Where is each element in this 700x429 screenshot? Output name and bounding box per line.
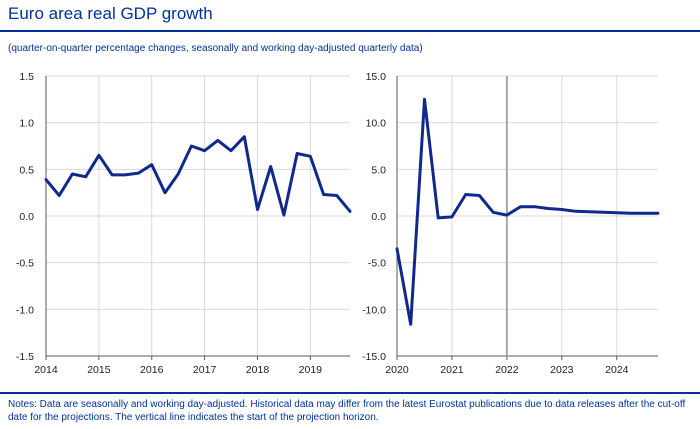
y-tick-label: 5.0 bbox=[371, 164, 386, 176]
chart-title: Euro area real GDP growth bbox=[8, 4, 213, 23]
y-tick-label: 15.0 bbox=[366, 71, 387, 83]
y-tick-label: 0.0 bbox=[19, 211, 34, 223]
x-tick-label: 2018 bbox=[246, 364, 270, 376]
y-tick-label: 1.0 bbox=[19, 118, 34, 130]
y-tick-label: 0.0 bbox=[371, 211, 386, 223]
y-tick-label: 1.5 bbox=[19, 71, 34, 83]
series-line bbox=[395, 97, 660, 326]
x-tick-label: 2016 bbox=[140, 364, 164, 376]
x-tick-label: 2020 bbox=[385, 364, 409, 376]
y-tick-label: -5.0 bbox=[368, 258, 386, 270]
x-tick-label: 2014 bbox=[34, 364, 58, 376]
x-tick-label: 2015 bbox=[87, 364, 111, 376]
x-tick-label: 2017 bbox=[193, 364, 217, 376]
notes-divider bbox=[0, 392, 700, 394]
y-tick-label: 0.5 bbox=[19, 164, 34, 176]
x-tick-label: 2024 bbox=[605, 364, 629, 376]
y-tick-label: -1.5 bbox=[16, 351, 34, 363]
chart-notes: Notes: Data are seasonally and working d… bbox=[8, 399, 686, 423]
y-tick-label: -15.0 bbox=[362, 351, 386, 363]
series-line bbox=[44, 135, 352, 217]
x-tick-label: 2023 bbox=[550, 364, 574, 376]
y-tick-label: -0.5 bbox=[16, 258, 34, 270]
x-tick-label: 2022 bbox=[495, 364, 519, 376]
x-tick-label: 2021 bbox=[440, 364, 464, 376]
y-tick-label: 10.0 bbox=[366, 118, 387, 130]
y-tick-label: -10.0 bbox=[362, 304, 386, 316]
x-tick-label: 2019 bbox=[299, 364, 323, 376]
chart-subtitle: (quarter-on-quarter percentage changes, … bbox=[8, 43, 423, 54]
y-tick-label: -1.0 bbox=[16, 304, 34, 316]
title-divider bbox=[0, 30, 700, 32]
